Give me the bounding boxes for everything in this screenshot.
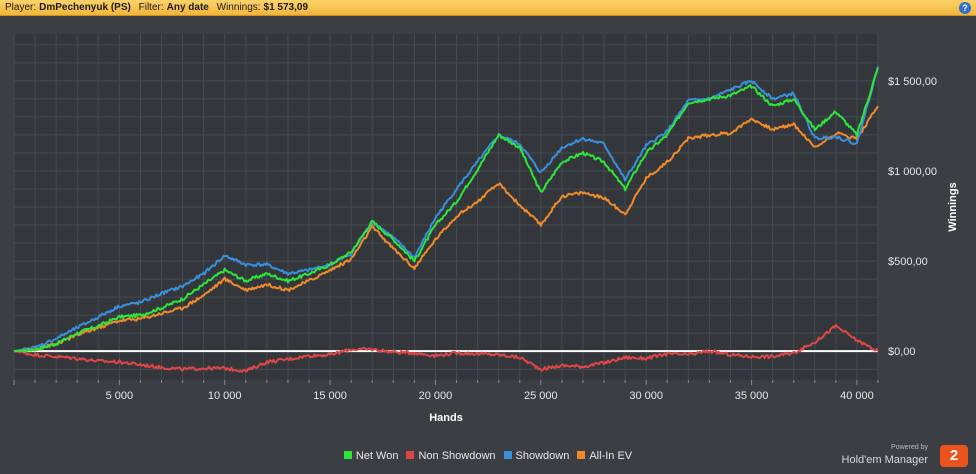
chart-series — [13, 66, 879, 373]
hm2-logo-icon: 2 — [940, 445, 968, 467]
legend-label: Net Won — [355, 450, 399, 462]
series-line-net-won — [13, 67, 879, 353]
legend-label: Showdown — [515, 450, 570, 462]
winnings-value: $1 573,09 — [263, 2, 309, 13]
winnings-chart: 5 000 10 000 15 000 20 000 25 000 30 000 35 00… — [13, 34, 959, 424]
x-tick-label: 25 000 — [524, 390, 558, 402]
x-tick-label: 35 000 — [735, 390, 769, 402]
legend-swatch — [503, 451, 512, 460]
x-tick-label: 20 000 — [419, 390, 453, 402]
x-tick-label: 40 000 — [840, 390, 874, 402]
legend-label: Non Showdown — [418, 450, 496, 462]
filter-bar: Player: DmPechenyuk (PS) Filter: Any date … — [0, 0, 976, 16]
player-label: Player: — [5, 2, 37, 13]
legend-swatch — [406, 451, 415, 460]
player-value[interactable]: DmPechenyuk (PS) — [39, 2, 131, 13]
legend-item[interactable]: Net Won — [343, 450, 399, 462]
legend-swatch — [577, 451, 586, 460]
filter-label: Filter: — [138, 2, 164, 13]
powered-by-label: Powered by — [891, 444, 928, 451]
brand-name: Hold'em Manager — [841, 454, 928, 466]
x-tick-label: 15 000 — [313, 390, 347, 402]
legend-item[interactable]: Non Showdown — [406, 450, 496, 462]
y-tick-label: $1 500,00 — [888, 76, 937, 88]
x-tick-label: 30 000 — [629, 390, 663, 402]
x-tick-label: 10 000 — [208, 390, 242, 402]
series-line-non-showdown — [13, 324, 879, 373]
y-tick-label: $500,00 — [888, 256, 928, 268]
series-line-showdown — [13, 66, 879, 353]
brand: Powered by Hold'em Manager 2 — [842, 443, 968, 469]
filter-value[interactable]: Any date — [166, 2, 209, 13]
legend-swatch — [343, 451, 352, 460]
y-tick-label: $0,00 — [888, 346, 916, 358]
y-tick-label: $1 000,00 — [888, 166, 937, 178]
x-axis-label: Hands — [429, 412, 463, 424]
winnings-label: Winnings: — [216, 2, 261, 13]
legend-item[interactable]: Showdown — [503, 450, 570, 462]
chart-axes: 5 000 10 000 15 000 20 000 25 000 30 000 35 00… — [13, 76, 959, 424]
legend-item[interactable]: All-In EV — [577, 450, 632, 462]
chart-legend: Net Won Non Showdown Showdown All-In EV — [0, 450, 976, 462]
x-tick-label: 5 000 — [106, 390, 134, 402]
legend-label: All-In EV — [589, 450, 633, 462]
y-axis-label: Winnings — [947, 182, 959, 231]
help-icon[interactable]: ? — [959, 2, 971, 14]
series-line-all-in-ev — [13, 105, 879, 353]
